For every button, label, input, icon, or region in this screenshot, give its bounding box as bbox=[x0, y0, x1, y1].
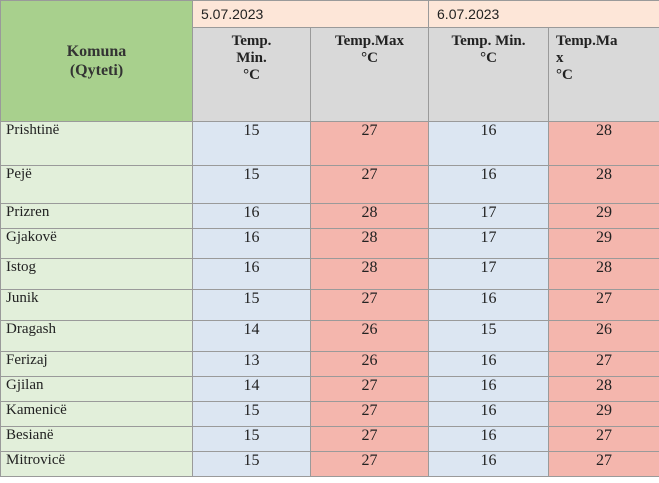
table-row: Gjilan 14 27 16 28 bbox=[0, 376, 659, 402]
table-row: Gjakovë 16 28 17 29 bbox=[0, 228, 659, 259]
table-row: Junik 15 27 16 27 bbox=[0, 289, 659, 321]
temp-max-cell: 26 bbox=[309, 320, 430, 352]
temp-max-cell: 26 bbox=[548, 320, 659, 352]
temp-max-cell: 27 bbox=[309, 121, 430, 166]
temp-min-cell: 16 bbox=[192, 228, 311, 259]
temp-min-cell: 16 bbox=[428, 401, 550, 427]
temp-min-cell: 15 bbox=[192, 165, 311, 204]
temp-min-cell: 16 bbox=[428, 289, 550, 321]
temp-min-cell: 16 bbox=[192, 203, 311, 229]
subheader-temp-max-2: Temp.Ma x °C bbox=[548, 27, 659, 122]
city-cell: Junik bbox=[0, 289, 193, 321]
temp-max-cell: 27 bbox=[309, 376, 430, 402]
subheader-text: °C bbox=[361, 50, 378, 66]
temp-min-cell: 17 bbox=[428, 203, 550, 229]
city-cell: Dragash bbox=[0, 320, 193, 352]
temp-min-cell: 16 bbox=[428, 376, 550, 402]
subheader-temp-min-2: Temp. Min. °C bbox=[428, 27, 550, 122]
temp-min-cell: 16 bbox=[192, 258, 311, 290]
temp-max-cell: 27 bbox=[309, 165, 430, 204]
temp-min-cell: 16 bbox=[428, 351, 550, 377]
table-row: Ferizaj 13 26 16 27 bbox=[0, 351, 659, 377]
temp-min-cell: 15 bbox=[192, 426, 311, 452]
city-cell: Gjakovë bbox=[0, 228, 193, 259]
temp-max-cell: 27 bbox=[548, 289, 659, 321]
temp-max-cell: 28 bbox=[548, 376, 659, 402]
komuna-header-line-1: Komuna bbox=[66, 43, 127, 60]
date-header-1: 5.07.2023 bbox=[191, 0, 430, 28]
subheader-temp-min-1: Temp. Min. °C bbox=[192, 27, 311, 122]
temp-max-cell: 29 bbox=[548, 401, 659, 427]
table-row: Prizren 16 28 17 29 bbox=[0, 203, 659, 229]
table-row: Istog 16 28 17 28 bbox=[0, 258, 659, 290]
komuna-header-line-2: (Qyteti) bbox=[69, 62, 124, 79]
temp-min-cell: 16 bbox=[428, 121, 550, 166]
subheader-row: Temp. Min. °C Temp.Max °C Temp. Min. °C … bbox=[1, 27, 659, 122]
temp-max-cell: 29 bbox=[548, 228, 659, 259]
subheader-text: Temp.Ma bbox=[556, 33, 618, 49]
date-header-row: Komuna (Qyteti) 5.07.2023 6.07.2023 bbox=[0, 0, 659, 122]
city-cell: Prishtinë bbox=[0, 121, 193, 166]
temp-min-cell: 15 bbox=[428, 320, 550, 352]
temp-max-cell: 28 bbox=[309, 203, 430, 229]
temp-max-cell: 28 bbox=[309, 258, 430, 290]
temp-max-cell: 27 bbox=[548, 451, 659, 477]
subheader-text: °C bbox=[556, 67, 573, 83]
temp-max-cell: 29 bbox=[548, 203, 659, 229]
temp-min-cell: 14 bbox=[192, 376, 311, 402]
temp-min-cell: 15 bbox=[192, 401, 311, 427]
temp-max-cell: 28 bbox=[309, 228, 430, 259]
subheader-text: Min. bbox=[236, 50, 267, 66]
table-body: Prishtinë 15 27 16 28 Pejë 15 27 16 28 P… bbox=[0, 121, 659, 477]
city-cell: Istog bbox=[0, 258, 193, 290]
table-row: Kamenicë 15 27 16 29 bbox=[0, 401, 659, 427]
temp-max-cell: 27 bbox=[548, 426, 659, 452]
temp-max-cell: 26 bbox=[309, 351, 430, 377]
temp-max-cell: 27 bbox=[309, 451, 430, 477]
city-cell: Gjilan bbox=[0, 376, 193, 402]
city-cell: Prizren bbox=[0, 203, 193, 229]
subheader-text: Temp. bbox=[231, 33, 272, 49]
temp-max-cell: 28 bbox=[548, 165, 659, 204]
temp-min-cell: 17 bbox=[428, 228, 550, 259]
temp-max-cell: 27 bbox=[548, 351, 659, 377]
city-cell: Mitrovicë bbox=[0, 451, 193, 477]
temp-min-cell: 15 bbox=[192, 451, 311, 477]
komuna-header: Komuna (Qyteti) bbox=[0, 0, 193, 122]
table-row: Prishtinë 15 27 16 28 bbox=[0, 121, 659, 166]
temp-max-cell: 27 bbox=[309, 426, 430, 452]
temp-min-cell: 16 bbox=[428, 165, 550, 204]
temp-max-cell: 28 bbox=[548, 258, 659, 290]
city-cell: Pejë bbox=[0, 165, 193, 204]
table-row: Besianë 15 27 16 27 bbox=[0, 426, 659, 452]
temp-min-cell: 13 bbox=[192, 351, 311, 377]
temp-min-cell: 16 bbox=[428, 451, 550, 477]
temp-min-cell: 15 bbox=[192, 289, 311, 321]
table-row: Dragash 14 26 15 26 bbox=[0, 320, 659, 352]
temp-min-cell: 14 bbox=[192, 320, 311, 352]
table-row: Mitrovicë 15 27 16 27 bbox=[0, 451, 659, 477]
temp-max-cell: 28 bbox=[548, 121, 659, 166]
city-cell: Ferizaj bbox=[0, 351, 193, 377]
city-cell: Besianë bbox=[0, 426, 193, 452]
subheader-text: Temp.Max bbox=[334, 33, 405, 49]
temp-min-cell: 15 bbox=[192, 121, 311, 166]
date-header-2: 6.07.2023 bbox=[428, 0, 659, 28]
temp-min-cell: 17 bbox=[428, 258, 550, 290]
subheader-text: x bbox=[556, 50, 564, 66]
subheader-text: Temp. Min. bbox=[451, 33, 526, 49]
subheader-text: °C bbox=[480, 50, 497, 66]
table-row: Pejë 15 27 16 28 bbox=[0, 165, 659, 204]
temp-max-cell: 27 bbox=[309, 289, 430, 321]
subheader-text: °C bbox=[243, 67, 260, 83]
subheader-temp-max-1: Temp.Max °C bbox=[309, 27, 430, 122]
temp-min-cell: 16 bbox=[428, 426, 550, 452]
temp-max-cell: 27 bbox=[309, 401, 430, 427]
city-cell: Kamenicë bbox=[0, 401, 193, 427]
